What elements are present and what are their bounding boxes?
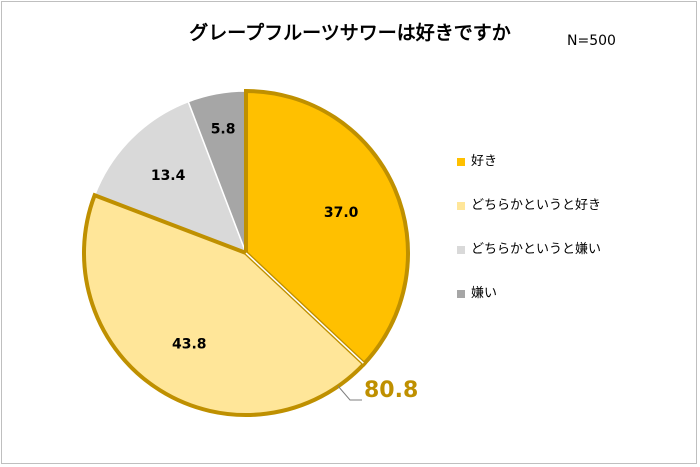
legend-label-2: どちらかというと好き (471, 198, 602, 213)
legend-label-4: 嫌い (471, 286, 498, 301)
legend-item-2: どちらかというと好き (457, 194, 601, 213)
legend-item-3: どちらかというと嫌い (457, 238, 601, 257)
legend-swatch-2 (457, 201, 465, 210)
pie-slice-separator (245, 252, 364, 364)
pie-slice-outline-1 (244, 88, 410, 367)
chart-title: グレープフルーツサワーは好きですか (189, 22, 511, 44)
data-label-2: 43.8 (172, 337, 207, 353)
legend-label-3: どちらかというと嫌い (471, 242, 602, 257)
combined-like-label: 80.8 (364, 378, 419, 403)
legend-swatch-1 (457, 157, 465, 166)
sample-size-label: N=500 (567, 33, 616, 49)
data-label-3: 13.4 (151, 168, 186, 184)
data-label-4: 5.8 (211, 122, 236, 138)
data-label-1: 37.0 (324, 205, 359, 221)
combined-label-leader (337, 385, 362, 401)
pie-slice-outline-2 (82, 192, 367, 417)
legend-label-1: 好き (471, 154, 498, 169)
legend-item-1: 好き (457, 150, 497, 169)
pie-slice-3 (93, 100, 248, 255)
legend-swatch-4 (457, 289, 465, 298)
legend-item-4: 嫌い (457, 282, 497, 301)
legend-swatch-3 (457, 245, 465, 254)
